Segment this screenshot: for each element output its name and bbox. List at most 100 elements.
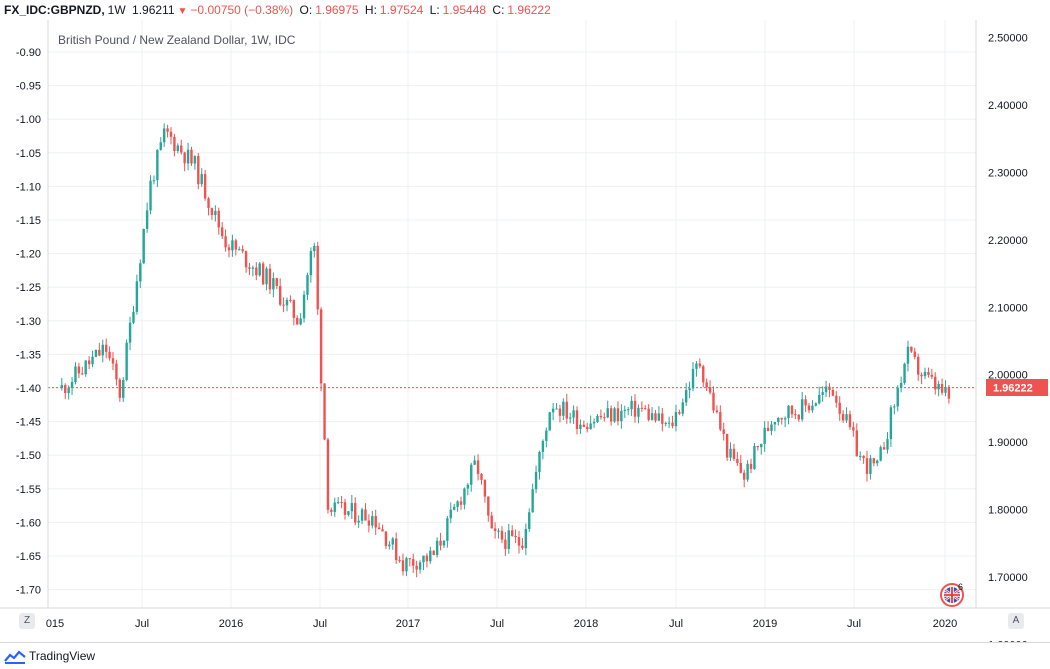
right-axis-tick-label: 2.00000 <box>988 370 1028 382</box>
candle-body <box>122 380 125 398</box>
candle-body <box>371 516 374 526</box>
candle-body <box>811 405 814 411</box>
candle-body <box>439 540 442 546</box>
candle-body <box>473 460 476 465</box>
candle-body <box>804 399 807 406</box>
candle-body <box>524 529 528 549</box>
time-axis[interactable]: 015 Jul 2016 Jul 2017 Jul 2018 Jul 2019 Jul 2020 <box>46 618 957 630</box>
candle-body <box>207 198 210 209</box>
candle-body <box>623 409 626 411</box>
left-axis-tick-label: -1.60 <box>16 517 41 529</box>
candle-body <box>787 405 790 419</box>
symbol-name[interactable]: FX_IDC:GBPNZD, <box>4 3 105 17</box>
candle-body <box>258 263 261 276</box>
candle-body <box>463 488 466 505</box>
candle-body <box>732 448 736 459</box>
left-axis-tick-label: -1.55 <box>16 484 41 496</box>
candle-body <box>405 558 408 572</box>
time-axis-tick-label: Jul <box>847 618 861 630</box>
right-axis[interactable]: 2.600002.500002.400002.300002.200002.100… <box>988 0 1028 642</box>
candle-body <box>186 149 190 164</box>
right-axis-tick-label: 2.40000 <box>988 100 1028 112</box>
candle-body <box>452 506 456 510</box>
candle-body <box>691 368 695 389</box>
tradingview-logo[interactable]: TradingView <box>4 648 95 664</box>
right-axis-tick-label: 1.60000 <box>988 639 1028 642</box>
economic-events-marker[interactable]: 6 <box>940 582 970 608</box>
candle-body <box>139 263 142 282</box>
candle-body <box>251 267 255 269</box>
candle-body <box>531 489 534 513</box>
candle-body <box>684 390 688 403</box>
candle-body <box>309 251 313 276</box>
candle-body <box>507 530 510 549</box>
chart[interactable]: -0.90 -0.95 -1.00 -1.05 -1.10 -1.15 -1.20 -1.25… <box>0 0 1050 642</box>
candle-body <box>476 460 480 474</box>
candle-body <box>357 520 360 523</box>
candle-body <box>466 484 470 489</box>
candle-body <box>538 451 541 472</box>
tradingview-label: TradingView <box>29 649 96 663</box>
left-axis-tick-label: -1.10 <box>16 181 41 193</box>
candle-body <box>876 460 879 464</box>
candle-body <box>613 408 616 422</box>
auto-scale-button[interactable]: A <box>1008 613 1024 629</box>
candle-body <box>903 363 906 383</box>
candle-body <box>603 417 606 419</box>
right-axis-tick-label: 2.50000 <box>988 33 1028 45</box>
candle-body <box>60 385 64 389</box>
candle-body <box>592 421 596 424</box>
candle-body <box>459 501 463 505</box>
left-axis-tick-label: -1.00 <box>16 114 41 126</box>
candle-body <box>521 545 524 549</box>
candle-body <box>299 318 302 325</box>
interval-label[interactable]: 1W <box>107 3 126 17</box>
candle-body <box>470 464 473 485</box>
candle-body <box>763 427 766 444</box>
candle-body <box>575 410 579 430</box>
right-axis-tick-label: 2.20000 <box>988 235 1028 247</box>
candle-body <box>534 471 538 490</box>
candle-body <box>865 458 869 474</box>
open-label: O: <box>299 3 313 17</box>
candle-body <box>275 278 278 287</box>
candle-body <box>899 382 903 388</box>
candle-body <box>391 538 394 545</box>
candle-body <box>210 208 214 216</box>
candle-body <box>422 555 425 563</box>
candle-body <box>296 317 299 325</box>
candle-body <box>869 458 872 474</box>
candle-body <box>579 424 582 430</box>
candle-body <box>200 174 203 185</box>
candle-body <box>667 422 671 424</box>
candle-body <box>661 413 664 424</box>
candle-body <box>173 136 176 152</box>
candle-body <box>214 210 217 216</box>
candle-body <box>255 267 258 276</box>
candle-body <box>715 410 719 413</box>
candle-body <box>637 407 640 417</box>
candle-body <box>633 400 637 417</box>
time-axis-tick-label: 2018 <box>574 618 598 630</box>
candle-body <box>94 349 98 357</box>
candle-body <box>596 415 599 422</box>
symbol-header: FX_IDC:GBPNZD, 1W 1.96211 ▼ −0.00750 (−0.38… <box>0 0 1050 20</box>
candle-body <box>705 382 708 388</box>
candle-body <box>702 366 705 383</box>
candle-body <box>316 245 319 310</box>
candle-body <box>169 131 173 137</box>
candle-body <box>841 413 845 421</box>
down-triangle-icon: ▼ <box>177 6 188 17</box>
candle-body <box>111 358 115 364</box>
log-scale-button[interactable]: Z <box>19 613 35 629</box>
candle-body <box>446 518 449 541</box>
candle-body <box>770 424 773 431</box>
candle-body <box>104 344 108 352</box>
chart-title: British Pound / New Zealand Dollar, 1W, … <box>58 33 296 47</box>
candle-body <box>920 374 923 377</box>
candle-body <box>152 180 156 182</box>
candle-body <box>493 528 497 531</box>
left-axis-tick-label: -1.25 <box>16 282 41 294</box>
left-axis[interactable]: -0.90 -0.95 -1.00 -1.05 -1.10 -1.15 -1.20 -1.25… <box>16 47 41 597</box>
candle-body <box>650 413 654 420</box>
